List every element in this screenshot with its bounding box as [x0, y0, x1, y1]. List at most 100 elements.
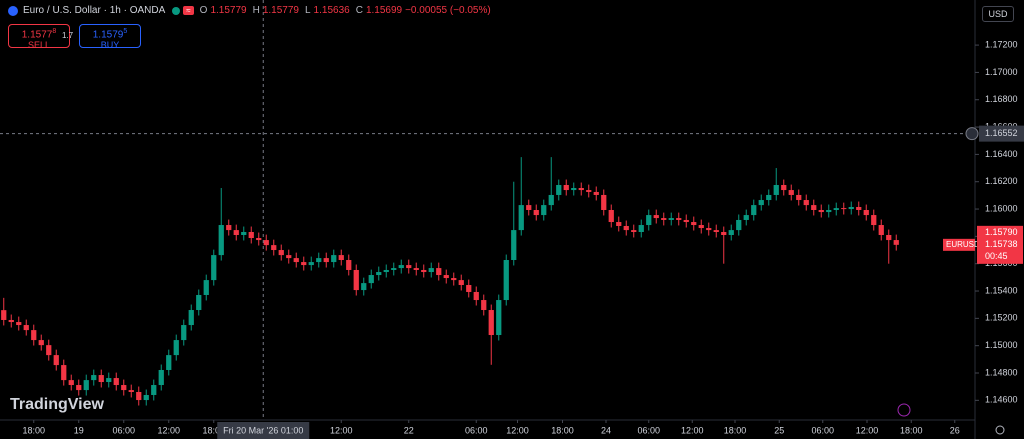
x-tick-label: 26: [950, 425, 960, 435]
candle-body: [608, 210, 614, 223]
candle-body: [271, 245, 277, 251]
buy-label: BUY: [100, 40, 120, 51]
x-tick-label: 12:00: [681, 425, 704, 435]
y-tick-label: 1.17000: [985, 67, 1018, 77]
candle-body: [473, 291, 479, 301]
candle-body: [526, 205, 532, 210]
candle-body: [143, 394, 149, 401]
candle-body: [751, 205, 757, 216]
candle-body: [38, 340, 44, 346]
candle-body: [398, 265, 404, 269]
x-tick-label: 22: [404, 425, 414, 435]
candle-body: [668, 218, 674, 220]
candle-body: [511, 230, 517, 261]
crosshair-time-label: Fri 20 Mar '26 01:00: [223, 425, 303, 435]
candle-body: [421, 269, 427, 273]
candle-body: [676, 218, 682, 220]
candle-body: [383, 269, 389, 273]
y-tick-label: 1.14600: [985, 395, 1018, 405]
candle-body: [428, 268, 434, 273]
candle-body: [848, 206, 854, 210]
ohlc-value: 1.15779: [262, 5, 299, 16]
candle-body: [818, 210, 824, 213]
candle-body: [256, 238, 262, 241]
y-tick-label: 1.14800: [985, 367, 1018, 377]
candle-body: [113, 378, 119, 386]
sell-price-pip: 8: [52, 28, 57, 35]
candle-body: [548, 194, 554, 206]
candle-body: [413, 268, 419, 270]
candle-body: [811, 205, 817, 210]
candle-body: [346, 260, 352, 270]
x-tick-label: 12:00: [506, 425, 529, 435]
candle-body: [218, 225, 224, 256]
candle-body: [878, 225, 884, 236]
candle-body: [593, 191, 599, 195]
x-tick-label: 12:00: [157, 425, 180, 435]
currency-select[interactable]: USD: [982, 6, 1014, 22]
x-tick-label: 06:00: [637, 425, 660, 435]
candle-body: [361, 283, 367, 291]
candle-body: [743, 215, 749, 220]
ohlc-key: L: [304, 5, 311, 16]
candle-body: [286, 255, 292, 259]
buy-price-main: 1.1579: [92, 29, 124, 41]
candle-body: [518, 205, 524, 231]
candle-body: [721, 231, 727, 236]
candle-body: [451, 278, 457, 281]
x-tick-label: 18:00: [900, 425, 923, 435]
candle-body: [436, 268, 442, 276]
candle-body: [803, 200, 809, 206]
candle-body: [136, 391, 142, 401]
symbol-tag-label: EURUSD: [946, 240, 980, 249]
candle-body: [263, 240, 269, 246]
candle-body: [16, 322, 22, 326]
candle-body: [856, 206, 862, 210]
candle-body: [166, 355, 172, 370]
ohlc-key: H: [252, 5, 260, 16]
candle-body: [496, 300, 502, 336]
flash-icon: [897, 403, 911, 417]
candle-body: [83, 380, 89, 391]
symbol-icon: [8, 5, 18, 16]
candle-body: [698, 225, 704, 229]
candle-body: [31, 330, 37, 341]
candle-body: [316, 258, 322, 263]
candle-body: [211, 255, 217, 281]
wave-icon: ≈: [183, 6, 194, 15]
y-tick-label: 1.15200: [985, 313, 1018, 323]
add-alert-button: [965, 127, 979, 141]
sell-price: 1.15778: [9, 27, 69, 40]
candle-body: [91, 375, 97, 381]
candle-body: [616, 222, 622, 226]
change: −0.00055 (−0.05%): [405, 5, 491, 16]
watermark: TradingView: [10, 396, 104, 413]
price-tag: [977, 225, 1023, 264]
candle-body: [683, 219, 689, 223]
x-tick-label: 06:00: [811, 425, 834, 435]
symbol-title[interactable]: Euro / U.S. Dollar · 1h · OANDA: [23, 5, 166, 16]
x-tick-label: 18:00: [724, 425, 747, 435]
candle-body: [563, 184, 569, 191]
candle-body: [61, 365, 67, 381]
y-tick-label: 1.16400: [985, 149, 1018, 159]
candle-body: [203, 280, 209, 295]
countdown-label: 00:45: [985, 251, 1008, 261]
ask-label: 1.15790: [985, 227, 1018, 237]
candle-body: [301, 262, 307, 266]
candle-body: [781, 184, 787, 191]
candle-body: [728, 230, 734, 236]
candle-body: [646, 215, 652, 226]
candle-body: [181, 325, 187, 341]
sell-price-main: 1.1577: [21, 29, 53, 41]
x-tick-label: 06:00: [112, 425, 135, 435]
ohlc-value: 1.15636: [313, 5, 350, 16]
candle-body: [871, 215, 877, 226]
sell-button[interactable]: 1.15778 SELL: [8, 24, 70, 50]
candle-body: [691, 222, 697, 226]
candle-body: [488, 310, 494, 336]
candle-body: [556, 184, 562, 195]
buy-button[interactable]: 1.15795 BUY: [79, 24, 141, 51]
